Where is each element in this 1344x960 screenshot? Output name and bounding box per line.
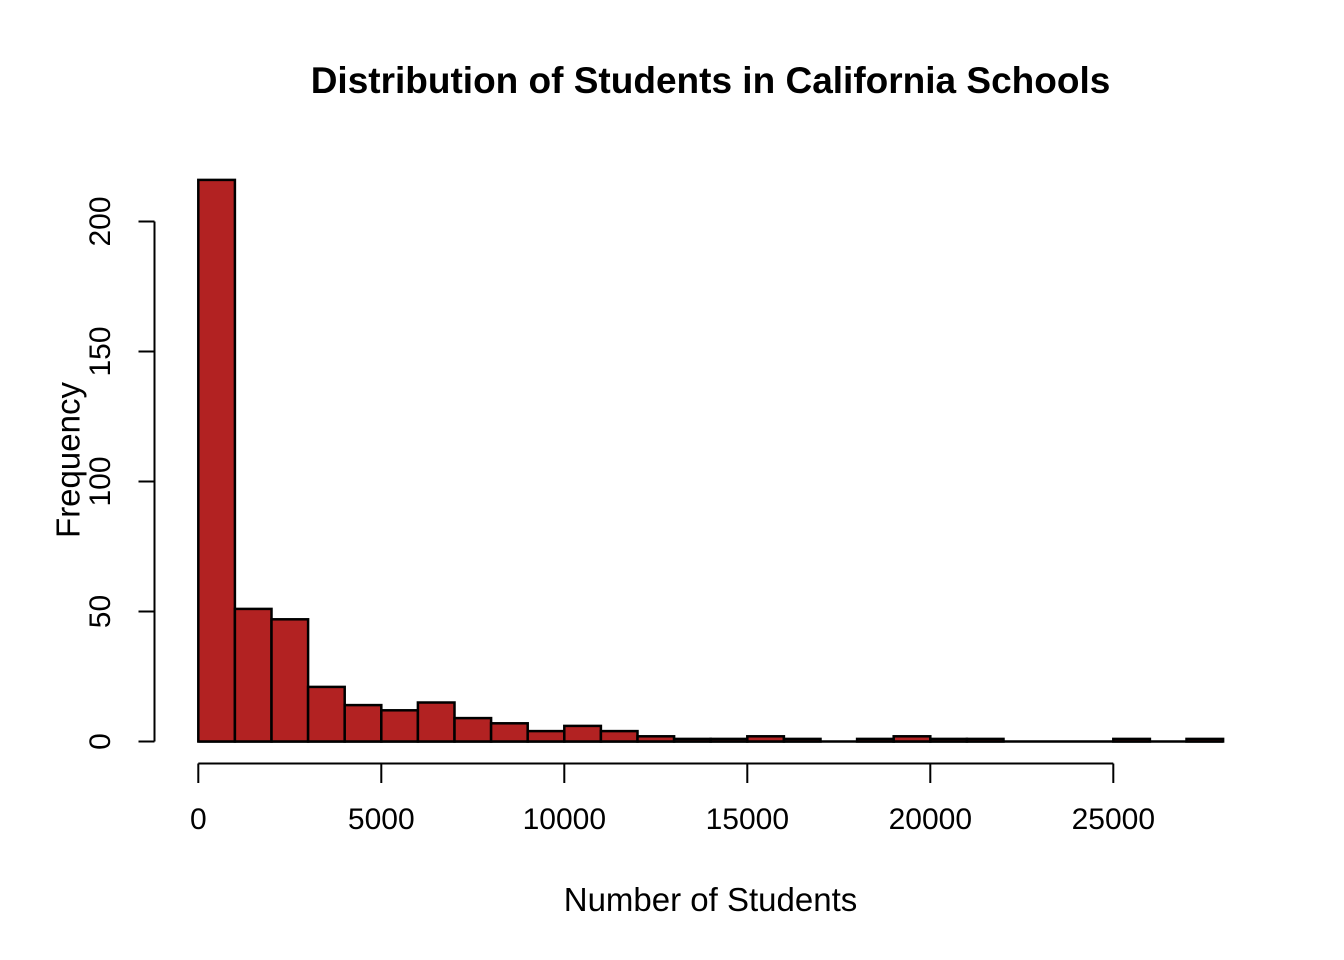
y-tick-label: 100 <box>84 456 117 506</box>
histogram-bar <box>453 716 493 743</box>
histogram-bar <box>892 735 932 743</box>
x-tick-label: 0 <box>190 803 207 836</box>
histogram-bar <box>380 709 420 743</box>
histogram-bar <box>343 703 383 743</box>
histogram-bar <box>746 735 786 743</box>
x-tick-label: 5000 <box>348 803 415 836</box>
x-tick-label: 15000 <box>706 803 789 836</box>
histogram-bar <box>672 737 712 743</box>
histogram-bar <box>233 607 273 743</box>
y-tick-label: 50 <box>84 595 117 628</box>
x-axis-label: Number of Students <box>563 881 858 918</box>
y-tick-label: 150 <box>84 326 117 376</box>
histogram-bar <box>636 735 676 743</box>
y-tick-label: 0 <box>84 733 117 750</box>
histogram-bar <box>270 618 310 743</box>
histogram-bar <box>1112 737 1152 743</box>
histogram-bar <box>929 737 969 743</box>
x-tick-label: 25000 <box>1072 803 1155 836</box>
histogram-bar <box>599 729 639 743</box>
chart-title: Distribution of Students in California S… <box>310 60 1111 101</box>
histogram-bar <box>416 701 456 743</box>
histogram-bar <box>489 722 529 743</box>
y-tick-label: 200 <box>84 196 117 246</box>
histogram-bar <box>526 729 566 743</box>
histogram-bar <box>563 724 603 743</box>
histogram-bar <box>709 737 749 743</box>
histogram-bar <box>782 737 822 743</box>
histogram-bar <box>306 685 346 743</box>
x-tick-label: 10000 <box>523 803 606 836</box>
histogram-bar <box>965 737 1005 743</box>
x-tick-label: 20000 <box>889 803 972 836</box>
histogram-bar <box>197 178 237 743</box>
histogram-bar <box>855 737 895 743</box>
histogram-bar <box>1185 737 1225 743</box>
